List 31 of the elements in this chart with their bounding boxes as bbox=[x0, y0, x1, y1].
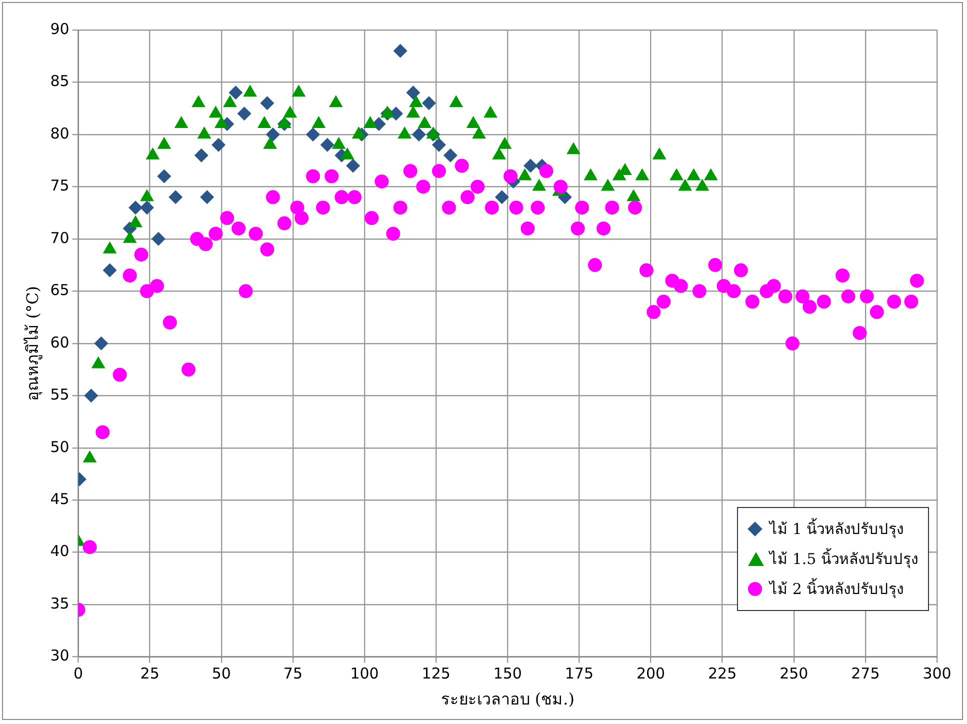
x-tick-label: 150 bbox=[493, 664, 522, 683]
x-tick-label: 250 bbox=[780, 664, 808, 683]
legend-label: ไม้ 1.5 นิ้วหลังปรับปรุง bbox=[770, 547, 918, 570]
y-tick-label: 70 bbox=[50, 228, 70, 247]
y-tick-label: 50 bbox=[50, 438, 70, 456]
y-tick-label: 45 bbox=[50, 490, 70, 508]
x-tick-label: 25 bbox=[140, 664, 160, 683]
y-tick-label: 35 bbox=[50, 594, 70, 612]
y-tick-label: 60 bbox=[50, 333, 70, 352]
x-tick-label: 0 bbox=[74, 664, 84, 683]
x-tick-label: 125 bbox=[422, 664, 450, 683]
x-axis-title: ระยะเวลาอบ (ชม.) bbox=[440, 690, 574, 709]
x-tick-label: 175 bbox=[564, 664, 594, 683]
y-tick-label: 55 bbox=[50, 386, 70, 404]
y-tick-label: 40 bbox=[50, 542, 70, 560]
y-tick-label: 30 bbox=[50, 646, 70, 665]
x-tick-label: 225 bbox=[708, 664, 737, 683]
y-tick-label: 85 bbox=[50, 72, 70, 90]
y-axis-title: อุณหภูมิไม้ (°C) bbox=[22, 286, 43, 401]
legend-label: ไม้ 2 นิ้วหลังปรับปรุง bbox=[770, 577, 904, 600]
x-tick-label: 200 bbox=[636, 664, 666, 683]
y-tick-label: 90 bbox=[50, 20, 70, 38]
x-tick-label: 300 bbox=[922, 664, 952, 683]
x-tick-label: 275 bbox=[851, 664, 880, 683]
x-tick-label: 100 bbox=[350, 664, 379, 683]
x-tick-label: 50 bbox=[212, 664, 231, 683]
legend-label: ไม้ 1 นิ้วหลังปรับปรุง bbox=[770, 517, 904, 540]
y-tick-label: 65 bbox=[50, 281, 70, 300]
y-tick-label: 75 bbox=[50, 176, 70, 195]
x-tick-label: 75 bbox=[283, 664, 303, 683]
y-tick-label: 80 bbox=[50, 124, 70, 142]
